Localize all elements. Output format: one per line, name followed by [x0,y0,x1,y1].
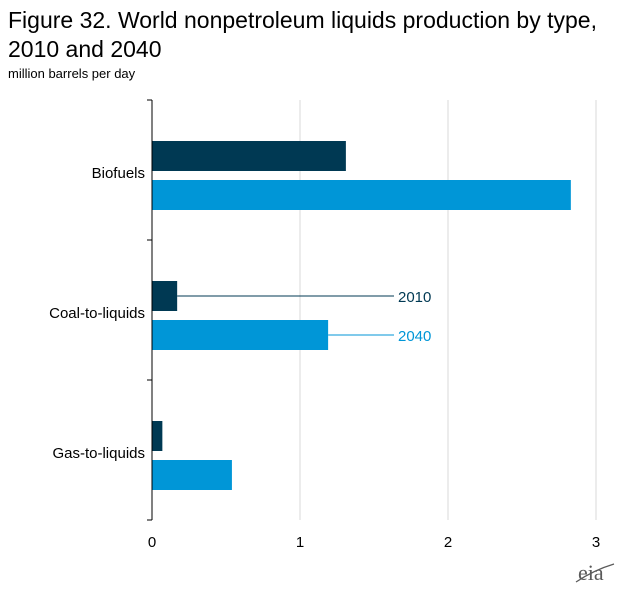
chart-subtitle: million barrels per day [8,66,136,81]
eia-logo-swoosh [575,563,615,583]
legend-label-2040: 2040 [398,328,431,345]
labels: 0 1 2 3 Biofuels Coal-to-liquids Gas-to-liquid… [49,165,600,551]
bar-2010 [152,281,178,311]
category-label: Biofuels [92,165,145,182]
eia-logo: eia [575,560,615,585]
legend: 2010 2040 [177,289,431,345]
x-tick-label: 1 [296,534,304,551]
x-tick-label: 2 [444,534,452,551]
bar-2040 [152,460,232,490]
bar-2010 [152,421,163,451]
legend-label-2010: 2010 [398,289,431,306]
chart-title: Figure 32. World nonpetroleum liquids pr… [8,7,597,62]
category-label: Coal-to-liquids [49,305,145,322]
category-label: Gas-to-liquids [52,445,145,462]
axes [147,99,153,521]
x-tick-label: 3 [592,534,600,551]
bars [152,141,571,490]
bar-2040 [152,320,329,350]
eia-logo-text: eia [578,560,604,585]
bar-2040 [152,180,571,210]
x-tick-label: 0 [148,534,156,551]
bar-2010 [152,141,346,171]
